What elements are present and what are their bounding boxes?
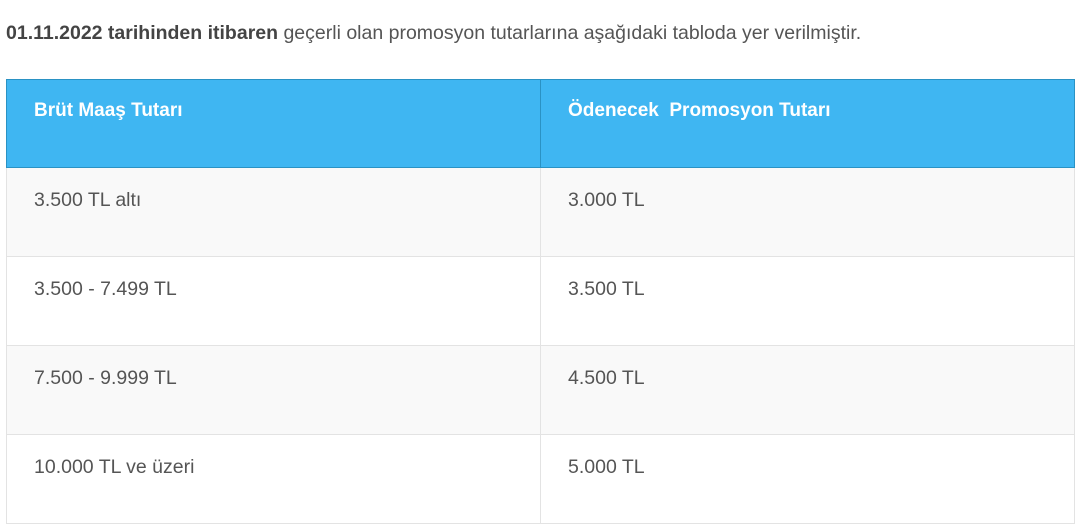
salary-cell: 3.500 TL altı — [6, 167, 541, 257]
table-header-row: Brüt Maaş Tutarı Ödenecek Promosyon Tuta… — [6, 79, 1075, 168]
intro-date: 01.11.2022 tarihinden itibaren — [6, 22, 279, 44]
promotion-cell: 3.500 TL — [540, 256, 1075, 346]
intro-rest: geçerli olan promosyon tutarlarına aşağı… — [278, 22, 862, 44]
salary-cell: 10.000 TL ve üzeri — [6, 434, 541, 524]
promotion-cell: 3.000 TL — [540, 167, 1075, 257]
salary-cell: 7.500 - 9.999 TL — [6, 345, 541, 435]
promotion-cell: 5.000 TL — [540, 434, 1075, 524]
promotion-cell: 4.500 TL — [540, 345, 1075, 435]
header-promotion-amount: Ödenecek Promosyon Tutarı — [540, 79, 1075, 168]
intro-text: 01.11.2022 tarihinden itibaren geçerli o… — [6, 22, 861, 45]
salary-cell: 3.500 - 7.499 TL — [6, 256, 541, 346]
table-row: 7.500 - 9.999 TL 4.500 TL — [6, 345, 1075, 435]
header-gross-salary: Brüt Maaş Tutarı — [6, 79, 541, 168]
table-row: 10.000 TL ve üzeri 5.000 TL — [6, 434, 1075, 524]
promotion-table: Brüt Maaş Tutarı Ödenecek Promosyon Tuta… — [6, 79, 1075, 524]
table-row: 3.500 - 7.499 TL 3.500 TL — [6, 256, 1075, 346]
table-row: 3.500 TL altı 3.000 TL — [6, 167, 1075, 257]
